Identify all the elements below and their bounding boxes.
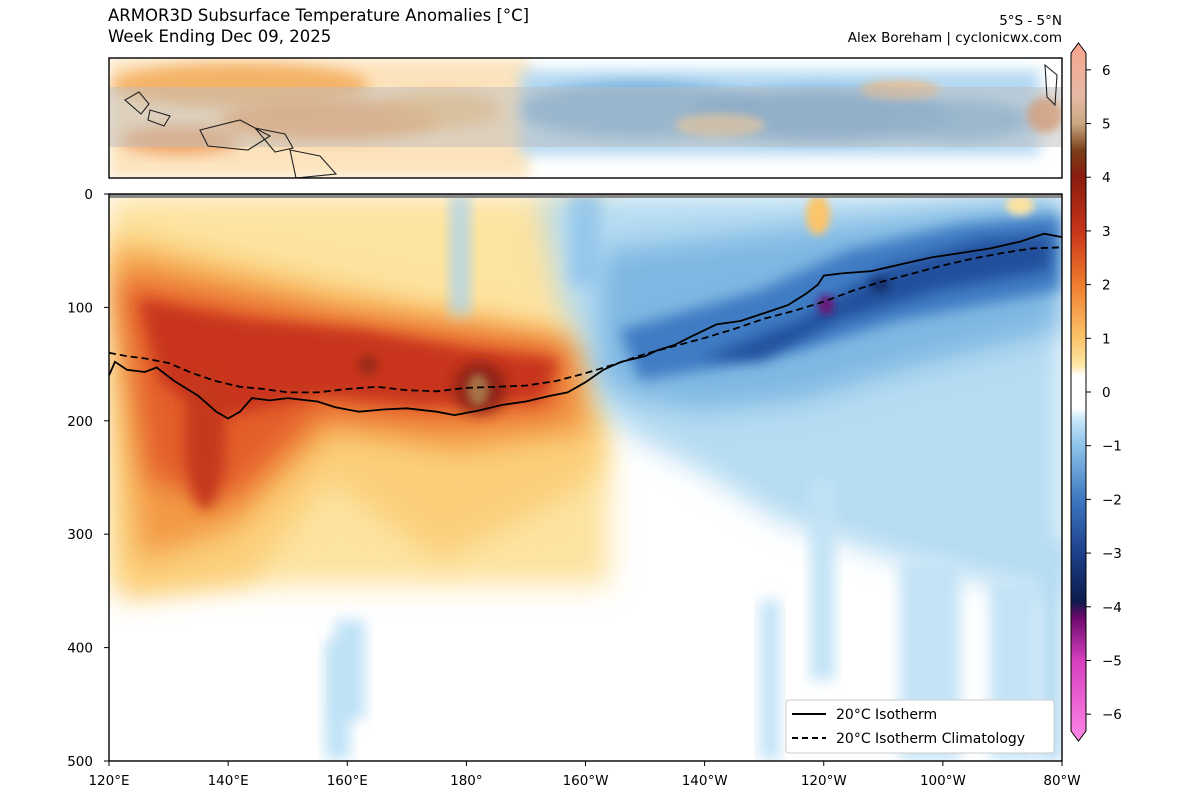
isotherm-climatology-line <box>108 246 1063 394</box>
x-tick-label: 100°W <box>920 773 966 789</box>
chart-subtitle: Week Ending Dec 09, 2025 <box>108 27 332 46</box>
y-tick-label: 100 <box>67 300 93 316</box>
section-panel: 120°E 140°E 160°E 180° 160°W 140°W 120°W 100°W 8… <box>67 187 1080 789</box>
colorbar-tick-label: 2 <box>1102 278 1111 294</box>
surface-mask <box>109 194 1062 198</box>
colorbar: 6 5 4 3 2 1 0 −1 −2 −3 −4 −5 −6 <box>1070 42 1122 742</box>
map-frame <box>108 57 1063 179</box>
colorbar-tick-label: 5 <box>1102 117 1111 133</box>
x-tick-label: 120°W <box>801 773 847 789</box>
x-tick-label: 160°E <box>327 773 368 789</box>
x-axis: 120°E 140°E 160°E 180° 160°W 140°W 120°W 100°W 8… <box>88 761 1081 789</box>
colorbar-tick-label: −6 <box>1102 707 1122 723</box>
isotherm-layer <box>108 232 1063 420</box>
legend-label-isotherm: 20°C Isotherm <box>836 707 937 723</box>
y-tick-label: 500 <box>67 754 93 770</box>
colorbar-tick-label: 3 <box>1102 224 1111 240</box>
colorbar-bar <box>1070 42 1087 742</box>
x-tick-label: 160°W <box>563 773 609 789</box>
colorbar-tick-label: 0 <box>1102 385 1111 401</box>
y-tick-label: 300 <box>67 527 93 543</box>
anomaly-field <box>109 194 1062 760</box>
colorbar-tick-label: −3 <box>1102 546 1122 562</box>
colorbar-ticks: 6 5 4 3 2 1 0 −1 −2 −3 −4 −5 −6 <box>1086 63 1122 723</box>
colorbar-tick-label: −2 <box>1102 492 1122 508</box>
map-anomaly-field <box>109 58 1062 178</box>
x-tick-label: 120°E <box>88 773 129 789</box>
legend-label-climatology: 20°C Isotherm Climatology <box>836 731 1025 747</box>
legend: 20°C Isotherm 20°C Isotherm Climatology <box>785 699 1055 754</box>
colorbar-tick-label: 4 <box>1102 170 1111 186</box>
x-tick-label: 180° <box>450 773 483 789</box>
colorbar-tick-label: −4 <box>1102 600 1122 616</box>
colorbar-tick-label: −5 <box>1102 653 1122 669</box>
colorbar-tick-label: −1 <box>1102 439 1122 455</box>
isotherm-20c-line <box>108 232 1063 420</box>
latitude-band-label: 5°S - 5°N <box>999 13 1062 29</box>
chart-title: ARMOR3D Subsurface Temperature Anomalies… <box>108 6 530 25</box>
colorbar-tick-label: 6 <box>1102 63 1111 79</box>
x-tick-label: 140°W <box>682 773 728 789</box>
coastline-outlines <box>124 63 1058 178</box>
x-tick-label: 80°W <box>1043 773 1080 789</box>
y-axis: 0 100 200 300 400 500 <box>67 187 109 770</box>
map-panel <box>108 57 1063 179</box>
y-tick-label: 200 <box>67 414 93 430</box>
x-tick-label: 140°E <box>208 773 249 789</box>
credit-label: Alex Boreham | cyclonicwx.com <box>847 30 1062 46</box>
colorbar-tick-label: 1 <box>1102 331 1111 347</box>
legend-box <box>785 699 1055 754</box>
y-tick-label: 400 <box>67 641 93 657</box>
equatorial-band <box>109 87 1062 147</box>
y-tick-label: 0 <box>84 187 93 203</box>
